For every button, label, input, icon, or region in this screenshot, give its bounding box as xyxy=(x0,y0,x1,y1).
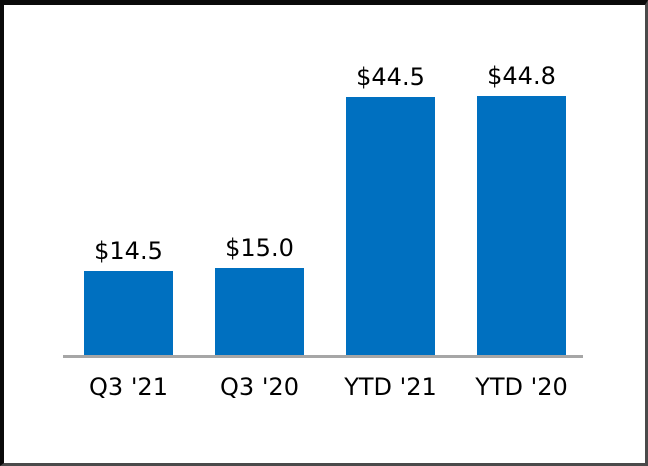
bar-category-label: YTD '21 xyxy=(344,373,437,401)
bar xyxy=(84,271,173,355)
bar-column: $44.8 xyxy=(477,5,566,355)
bar-column: $14.5 xyxy=(84,5,173,355)
bar-category-label: Q3 '21 xyxy=(89,373,168,401)
bar xyxy=(477,96,566,355)
bar-column: $15.0 xyxy=(215,5,304,355)
bar-value-label: $14.5 xyxy=(94,236,163,265)
bar xyxy=(215,268,304,355)
x-axis-line xyxy=(63,355,583,358)
bar-value-label: $44.5 xyxy=(356,62,425,91)
bar-column: $44.5 xyxy=(346,5,435,355)
bar xyxy=(346,97,435,355)
bar-category-label: Q3 '20 xyxy=(220,373,299,401)
bar-value-label: $44.8 xyxy=(487,61,556,90)
bar-value-label: $15.0 xyxy=(225,233,294,262)
bar-category-label: YTD '20 xyxy=(475,373,568,401)
